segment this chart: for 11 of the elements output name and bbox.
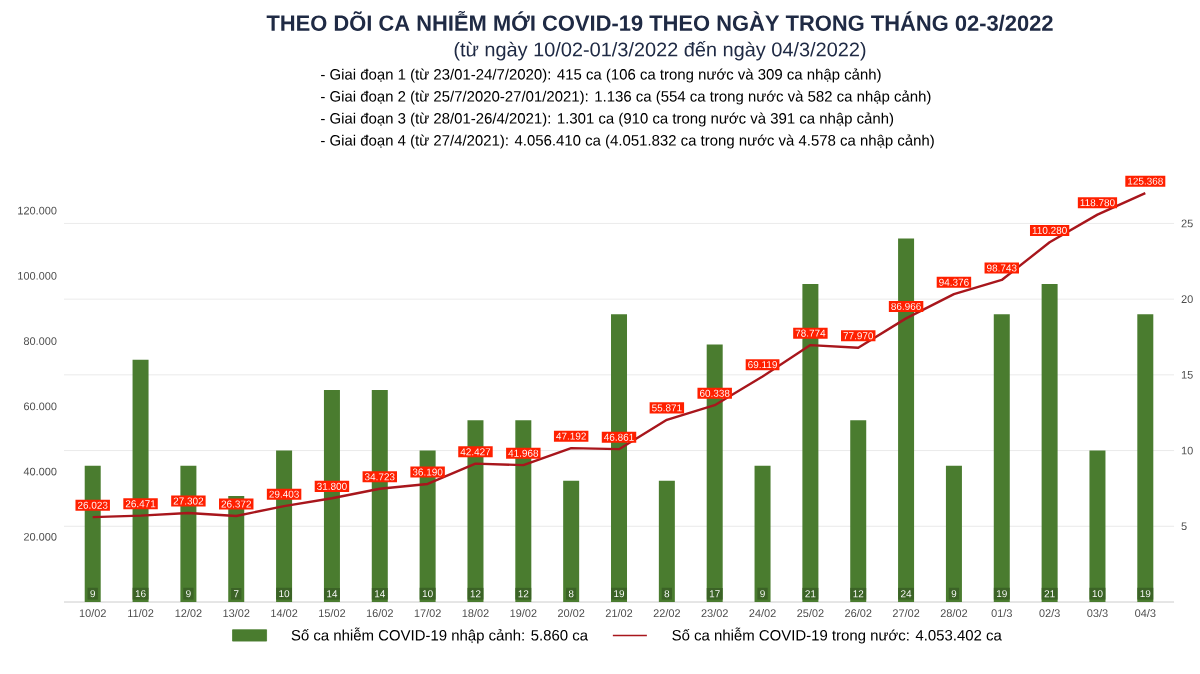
chart-title: THEO DÕI CA NHIỄM MỚI COVID-19 THEO NGÀY TRONG THÁNG 02-3/2022 — [266, 11, 1053, 32]
chart-subtitle: (từ ngày 10/02-01/3/2022 đến ngày 04/3/2022) — [454, 41, 866, 61]
bar — [658, 480, 675, 602]
bar — [850, 420, 867, 602]
bar — [945, 465, 962, 602]
bar — [993, 314, 1010, 602]
bar — [1089, 450, 1106, 602]
bar — [563, 480, 580, 602]
bar — [754, 465, 771, 602]
bar — [1137, 314, 1154, 602]
bar — [1041, 284, 1058, 602]
